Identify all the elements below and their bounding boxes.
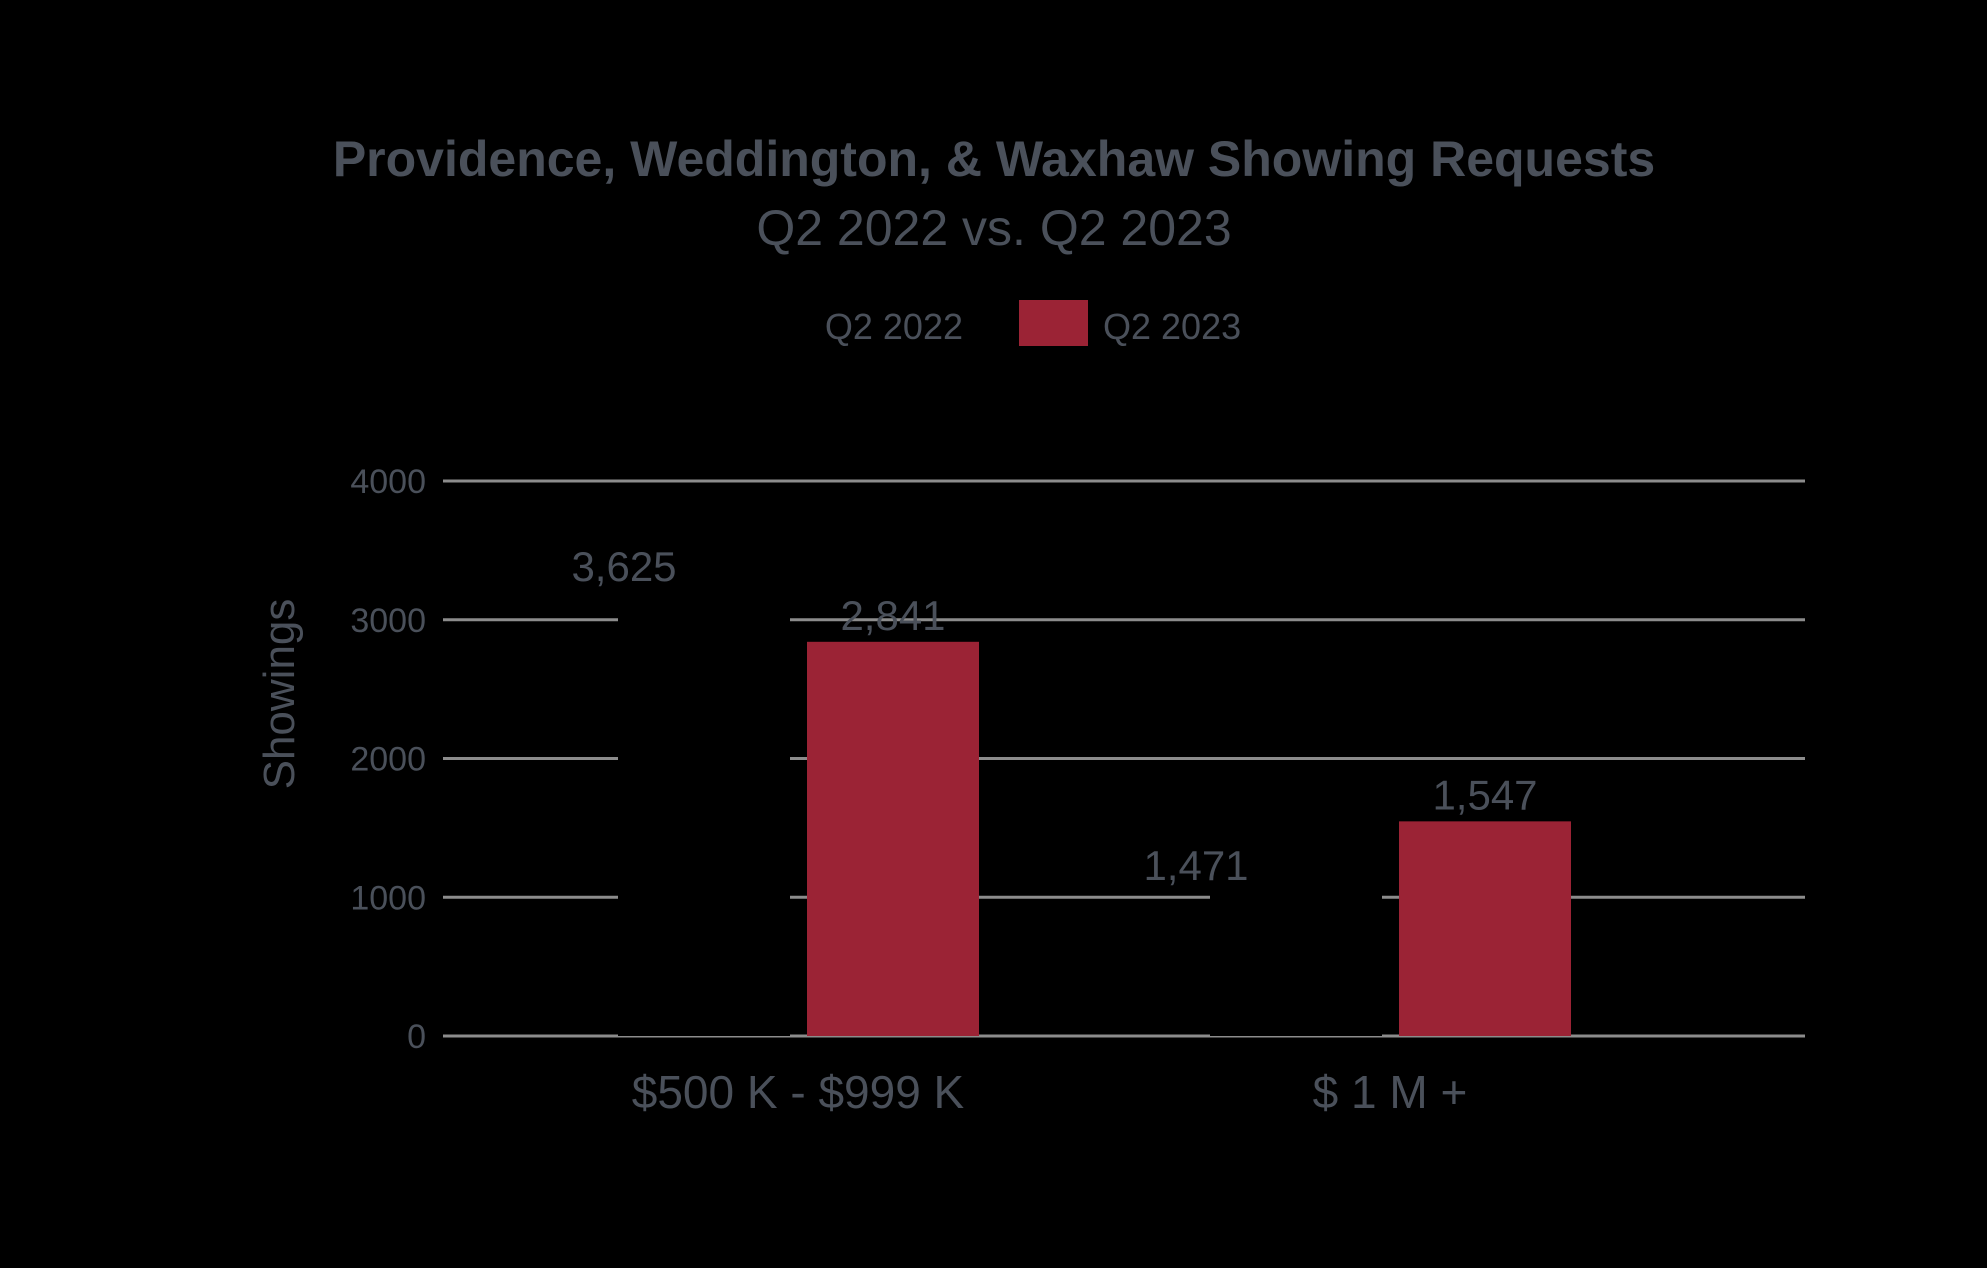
y-axis-title: Showings xyxy=(255,599,304,790)
value-label-0-1: 2,841 xyxy=(840,592,945,639)
value-label-1-1: 1,547 xyxy=(1432,771,1537,818)
x-axis-categories: $500 K - $999 K $ 1 M + xyxy=(632,1066,1468,1118)
y-tick-label-4000: 4000 xyxy=(350,463,426,501)
y-tick-label-3000: 3000 xyxy=(350,602,426,640)
y-axis-ticks: 0 1000 2000 3000 4000 xyxy=(350,463,426,1056)
bar-0-0 xyxy=(618,533,790,1036)
y-tick-label-2000: 2000 xyxy=(350,741,426,779)
bar-0-1 xyxy=(807,641,979,1036)
bar-1-1 xyxy=(1399,821,1571,1036)
value-labels: 3,625 2,841 1,471 1,547 xyxy=(571,543,1537,889)
chart-title: Providence, Weddington, & Waxhaw Showing… xyxy=(333,131,1655,187)
legend: Q2 2022 Q2 2023 xyxy=(768,300,1241,347)
legend-swatch-q2-2022 xyxy=(768,300,834,346)
legend-label-q2-2022: Q2 2022 xyxy=(825,306,963,347)
bars xyxy=(618,533,1571,1036)
value-label-0-0: 3,625 xyxy=(571,543,676,590)
x-category-label-1: $ 1 M + xyxy=(1313,1066,1468,1118)
legend-label-q2-2023: Q2 2023 xyxy=(1103,306,1241,347)
chart-subtitle: Q2 2022 vs. Q2 2023 xyxy=(756,200,1231,256)
y-tick-label-1000: 1000 xyxy=(350,879,426,917)
value-label-1-0: 1,471 xyxy=(1143,842,1248,889)
y-tick-label-0: 0 xyxy=(407,1018,426,1056)
legend-swatch-q2-2023 xyxy=(1019,300,1088,346)
bar-1-0 xyxy=(1210,831,1382,1036)
x-category-label-0: $500 K - $999 K xyxy=(632,1066,965,1118)
